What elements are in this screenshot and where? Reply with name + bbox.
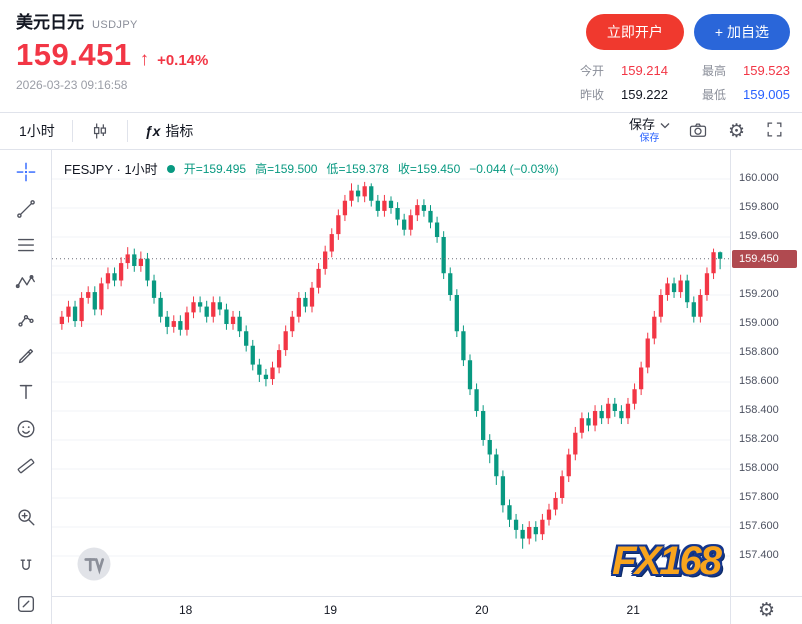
legend-high: 高=159.500 (255, 162, 318, 176)
current-price-label: 159.450 (732, 249, 797, 268)
candlestick-chart[interactable]: FESJPY · 1小时 开=159.495 高=159.500 低=159.3… (52, 150, 730, 596)
price-up-arrow-icon: ↑ (139, 49, 150, 70)
price-tick: 158.200 (739, 432, 779, 445)
legend-change: −0.044 (−0.03%) (469, 161, 559, 176)
price-tick: 158.800 (739, 345, 779, 358)
time-tick: 21 (626, 603, 640, 617)
toolbar-divider (71, 120, 73, 142)
quote-stats: 今开 159.214 最高 159.523 昨收 159.222 最低 159.… (580, 62, 790, 103)
toolbar-divider (126, 120, 128, 142)
magnet-tool[interactable] (11, 556, 41, 580)
fib-retracement-tool[interactable] (11, 234, 41, 258)
symbol-name: 美元日元 (16, 13, 84, 32)
indicators-button[interactable]: ƒx 指标 (136, 117, 203, 145)
time-tick: 18 (178, 603, 193, 617)
time-tick: 19 (323, 603, 338, 617)
crosshair-tool[interactable] (11, 160, 41, 184)
series-status-dot (166, 164, 175, 173)
quote-header: 美元日元 USDJPY 159.451 ↑ +0.14% 2026-03-23 … (0, 0, 802, 112)
stat-label: 最高 (701, 64, 726, 78)
fullscreen-icon (765, 120, 784, 142)
price-tick: 157.400 (739, 548, 779, 561)
chevron-down-icon (660, 118, 670, 132)
change-percent: +0.14% (157, 52, 209, 69)
chart-toolbar: 1小时 ƒx 指标 保存 (0, 112, 802, 150)
add-watchlist-button[interactable]: + 加自选 (693, 14, 790, 50)
tradingview-watermark[interactable] (76, 546, 112, 582)
stat-label: 昨收 (579, 88, 604, 102)
price-tick: 158.400 (739, 403, 779, 416)
snapshot-button[interactable] (680, 116, 716, 147)
save-layout-button[interactable]: 保存 保存 (623, 117, 676, 144)
legend-low: 低=159.378 (326, 162, 389, 176)
header-right: 立即开户 + 加自选 今开 159.214 最高 159.523 昨收 159.… (580, 8, 790, 108)
time-axis-bar: 18 19 20 21 ⚙ (52, 596, 802, 624)
brush-tool[interactable] (11, 344, 41, 368)
stat-value: 159.222 (620, 87, 668, 102)
forecast-tool[interactable] (11, 307, 41, 331)
gear-icon: ⚙ (757, 600, 776, 621)
axis-settings-button[interactable]: ⚙ (730, 597, 802, 624)
quote-timestamp: 2026-03-23 09:16:58 (16, 78, 128, 92)
chart-legend: FESJPY · 1小时 开=159.495 高=159.500 低=159.3… (64, 159, 559, 178)
stat-high: 最高 159.523 (702, 62, 790, 79)
candlestick-icon (90, 121, 110, 141)
open-account-button[interactable]: 立即开户 (585, 14, 684, 50)
text-tool[interactable] (11, 381, 41, 405)
price-tick: 157.600 (739, 519, 779, 532)
trend-line-tool[interactable] (11, 197, 41, 221)
stat-value: 159.214 (620, 63, 668, 78)
price-tick: 159.600 (739, 229, 779, 242)
stat-prev-close: 昨收 159.222 (580, 86, 668, 103)
legend-close: 收=159.450 (397, 162, 461, 176)
last-price: 159.451 (16, 37, 132, 72)
fx168-logo: FX168 (612, 539, 722, 583)
edit-tool[interactable] (11, 592, 41, 616)
quote-info: 美元日元 USDJPY 159.451 ↑ +0.14% 2026-03-23 … (16, 8, 208, 108)
time-tick: 20 (475, 603, 489, 617)
camera-icon (688, 120, 708, 143)
stat-label: 最低 (701, 88, 726, 102)
stat-value: 159.005 (743, 87, 790, 102)
stat-low: 最低 159.005 (702, 86, 790, 103)
price-axis[interactable]: 160.000159.800159.600159.400159.200159.0… (730, 150, 802, 596)
interval-selector[interactable]: 1小时 (10, 117, 64, 145)
gear-icon: ⚙ (727, 120, 745, 142)
pattern-tool[interactable] (11, 270, 41, 294)
stat-label: 今开 (579, 64, 604, 78)
fullscreen-button[interactable] (757, 116, 792, 146)
price-tick: 159.800 (739, 200, 779, 213)
price-tick: 159.000 (739, 316, 779, 329)
chart-settings-button[interactable]: ⚙ (720, 118, 753, 145)
stat-value: 159.523 (743, 63, 790, 78)
drawing-tools-rail (0, 150, 52, 624)
emoji-tool[interactable] (11, 417, 41, 441)
fx-icon: ƒx (144, 123, 161, 139)
price-tick: 160.000 (739, 171, 779, 184)
zoom-tool[interactable] (11, 505, 41, 529)
symbol-code: USDJPY (92, 19, 138, 31)
price-tick: 159.200 (739, 287, 779, 300)
price-tick: 158.000 (739, 461, 779, 474)
price-tick: 158.600 (739, 374, 779, 387)
legend-open: 开=159.495 (183, 162, 247, 176)
ruler-tool[interactable] (11, 454, 41, 478)
candle-style-button[interactable] (81, 117, 119, 145)
legend-series-title: FESJPY · 1小时 (64, 162, 158, 177)
stat-open: 今开 159.214 (580, 62, 668, 79)
price-tick: 157.800 (739, 490, 779, 503)
time-axis[interactable]: 18 19 20 21 (52, 597, 730, 624)
